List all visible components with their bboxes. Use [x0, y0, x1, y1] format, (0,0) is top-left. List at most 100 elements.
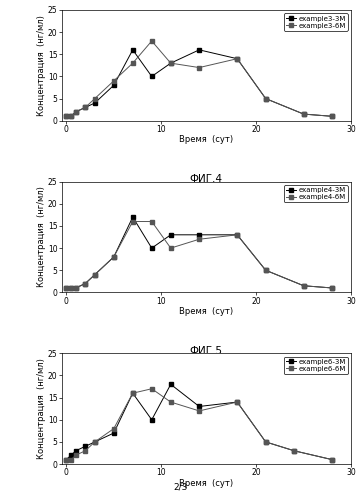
example6-6M — [169, 399, 173, 405]
example3-6M — [169, 60, 173, 66]
example3-6M — [330, 113, 334, 119]
X-axis label: Время  (сут): Время (сут) — [179, 479, 233, 488]
Y-axis label: Концентрация  (нг/мл): Концентрация (нг/мл) — [37, 15, 46, 116]
example4-6M — [302, 283, 306, 289]
example4-6M — [235, 232, 239, 238]
example3-3M — [169, 60, 173, 66]
example3-6M — [131, 60, 135, 66]
example4-3M — [93, 271, 97, 277]
example3-3M — [264, 96, 268, 102]
example4-6M — [264, 267, 268, 273]
example4-3M — [197, 232, 201, 238]
example6-6M — [197, 408, 201, 414]
example4-6M — [197, 236, 201, 242]
example3-3M — [73, 109, 78, 115]
example6-3M — [73, 448, 78, 454]
example4-6M — [131, 219, 135, 225]
example3-3M — [64, 113, 68, 119]
example6-6M — [83, 448, 88, 454]
example6-6M — [264, 439, 268, 445]
example4-6M — [330, 285, 334, 291]
example3-3M — [131, 47, 135, 53]
example6-3M — [235, 399, 239, 405]
example6-6M — [292, 448, 296, 454]
Legend: example6-3M, example6-6M: example6-3M, example6-6M — [283, 357, 348, 374]
example3-3M — [235, 56, 239, 62]
example4-3M — [64, 285, 68, 291]
X-axis label: Время  (сут): Время (сут) — [179, 135, 233, 144]
example4-3M — [169, 232, 173, 238]
example6-3M — [292, 448, 296, 454]
example6-3M — [69, 452, 73, 458]
example3-3M — [302, 111, 306, 117]
example3-3M — [330, 113, 334, 119]
example6-6M — [235, 399, 239, 405]
Y-axis label: Концентрация  (нг/мл): Концентрация (нг/мл) — [37, 187, 46, 287]
Line: example4-6M: example4-6M — [64, 220, 334, 290]
Legend: example3-3M, example3-6M: example3-3M, example3-6M — [283, 13, 348, 30]
Text: ФИГ.5: ФИГ.5 — [190, 346, 223, 356]
example4-6M — [64, 285, 68, 291]
example6-3M — [64, 457, 68, 463]
example4-3M — [235, 232, 239, 238]
Text: ФИГ.4: ФИГ.4 — [190, 174, 223, 184]
example6-3M — [93, 439, 97, 445]
example4-6M — [111, 254, 116, 260]
example3-3M — [197, 47, 201, 53]
example3-6M — [111, 78, 116, 84]
Line: example6-6M: example6-6M — [64, 387, 334, 462]
example6-3M — [264, 439, 268, 445]
example3-3M — [111, 82, 116, 88]
example6-6M — [131, 390, 135, 396]
example6-6M — [150, 386, 154, 392]
example3-6M — [197, 64, 201, 70]
Y-axis label: Концентрация  (нг/мл): Концентрация (нг/мл) — [37, 358, 46, 459]
example3-6M — [69, 113, 73, 119]
example4-3M — [111, 254, 116, 260]
example4-3M — [73, 285, 78, 291]
example4-6M — [69, 285, 73, 291]
example3-6M — [150, 38, 154, 44]
example4-6M — [73, 285, 78, 291]
example3-6M — [264, 96, 268, 102]
Line: example4-3M: example4-3M — [64, 216, 334, 290]
example6-6M — [111, 426, 116, 432]
Line: example6-3M: example6-3M — [64, 383, 334, 462]
example4-6M — [150, 219, 154, 225]
example3-3M — [69, 113, 73, 119]
example6-3M — [330, 457, 334, 463]
example6-3M — [197, 404, 201, 410]
example3-6M — [83, 104, 88, 110]
example3-3M — [150, 73, 154, 79]
example4-3M — [83, 280, 88, 286]
example3-6M — [235, 56, 239, 62]
example6-6M — [69, 457, 73, 463]
example4-3M — [264, 267, 268, 273]
example6-3M — [111, 430, 116, 436]
example6-6M — [64, 457, 68, 463]
example4-6M — [169, 245, 173, 251]
example6-6M — [93, 439, 97, 445]
example6-3M — [150, 417, 154, 423]
example4-3M — [69, 285, 73, 291]
example4-6M — [93, 271, 97, 277]
example3-6M — [302, 111, 306, 117]
example4-3M — [150, 245, 154, 251]
example6-3M — [83, 443, 88, 449]
example3-3M — [83, 104, 88, 110]
example4-6M — [83, 280, 88, 286]
example4-3M — [131, 214, 135, 220]
example6-6M — [330, 457, 334, 463]
example6-6M — [73, 452, 78, 458]
example3-6M — [93, 96, 97, 102]
example3-6M — [73, 109, 78, 115]
Line: example3-3M: example3-3M — [64, 48, 334, 118]
example6-3M — [169, 381, 173, 387]
example4-3M — [330, 285, 334, 291]
Text: 2/3: 2/3 — [174, 483, 188, 492]
example3-6M — [64, 113, 68, 119]
example3-3M — [93, 100, 97, 106]
example6-3M — [131, 390, 135, 396]
X-axis label: Время  (сут): Время (сут) — [179, 307, 233, 316]
Line: example3-6M: example3-6M — [64, 39, 334, 118]
